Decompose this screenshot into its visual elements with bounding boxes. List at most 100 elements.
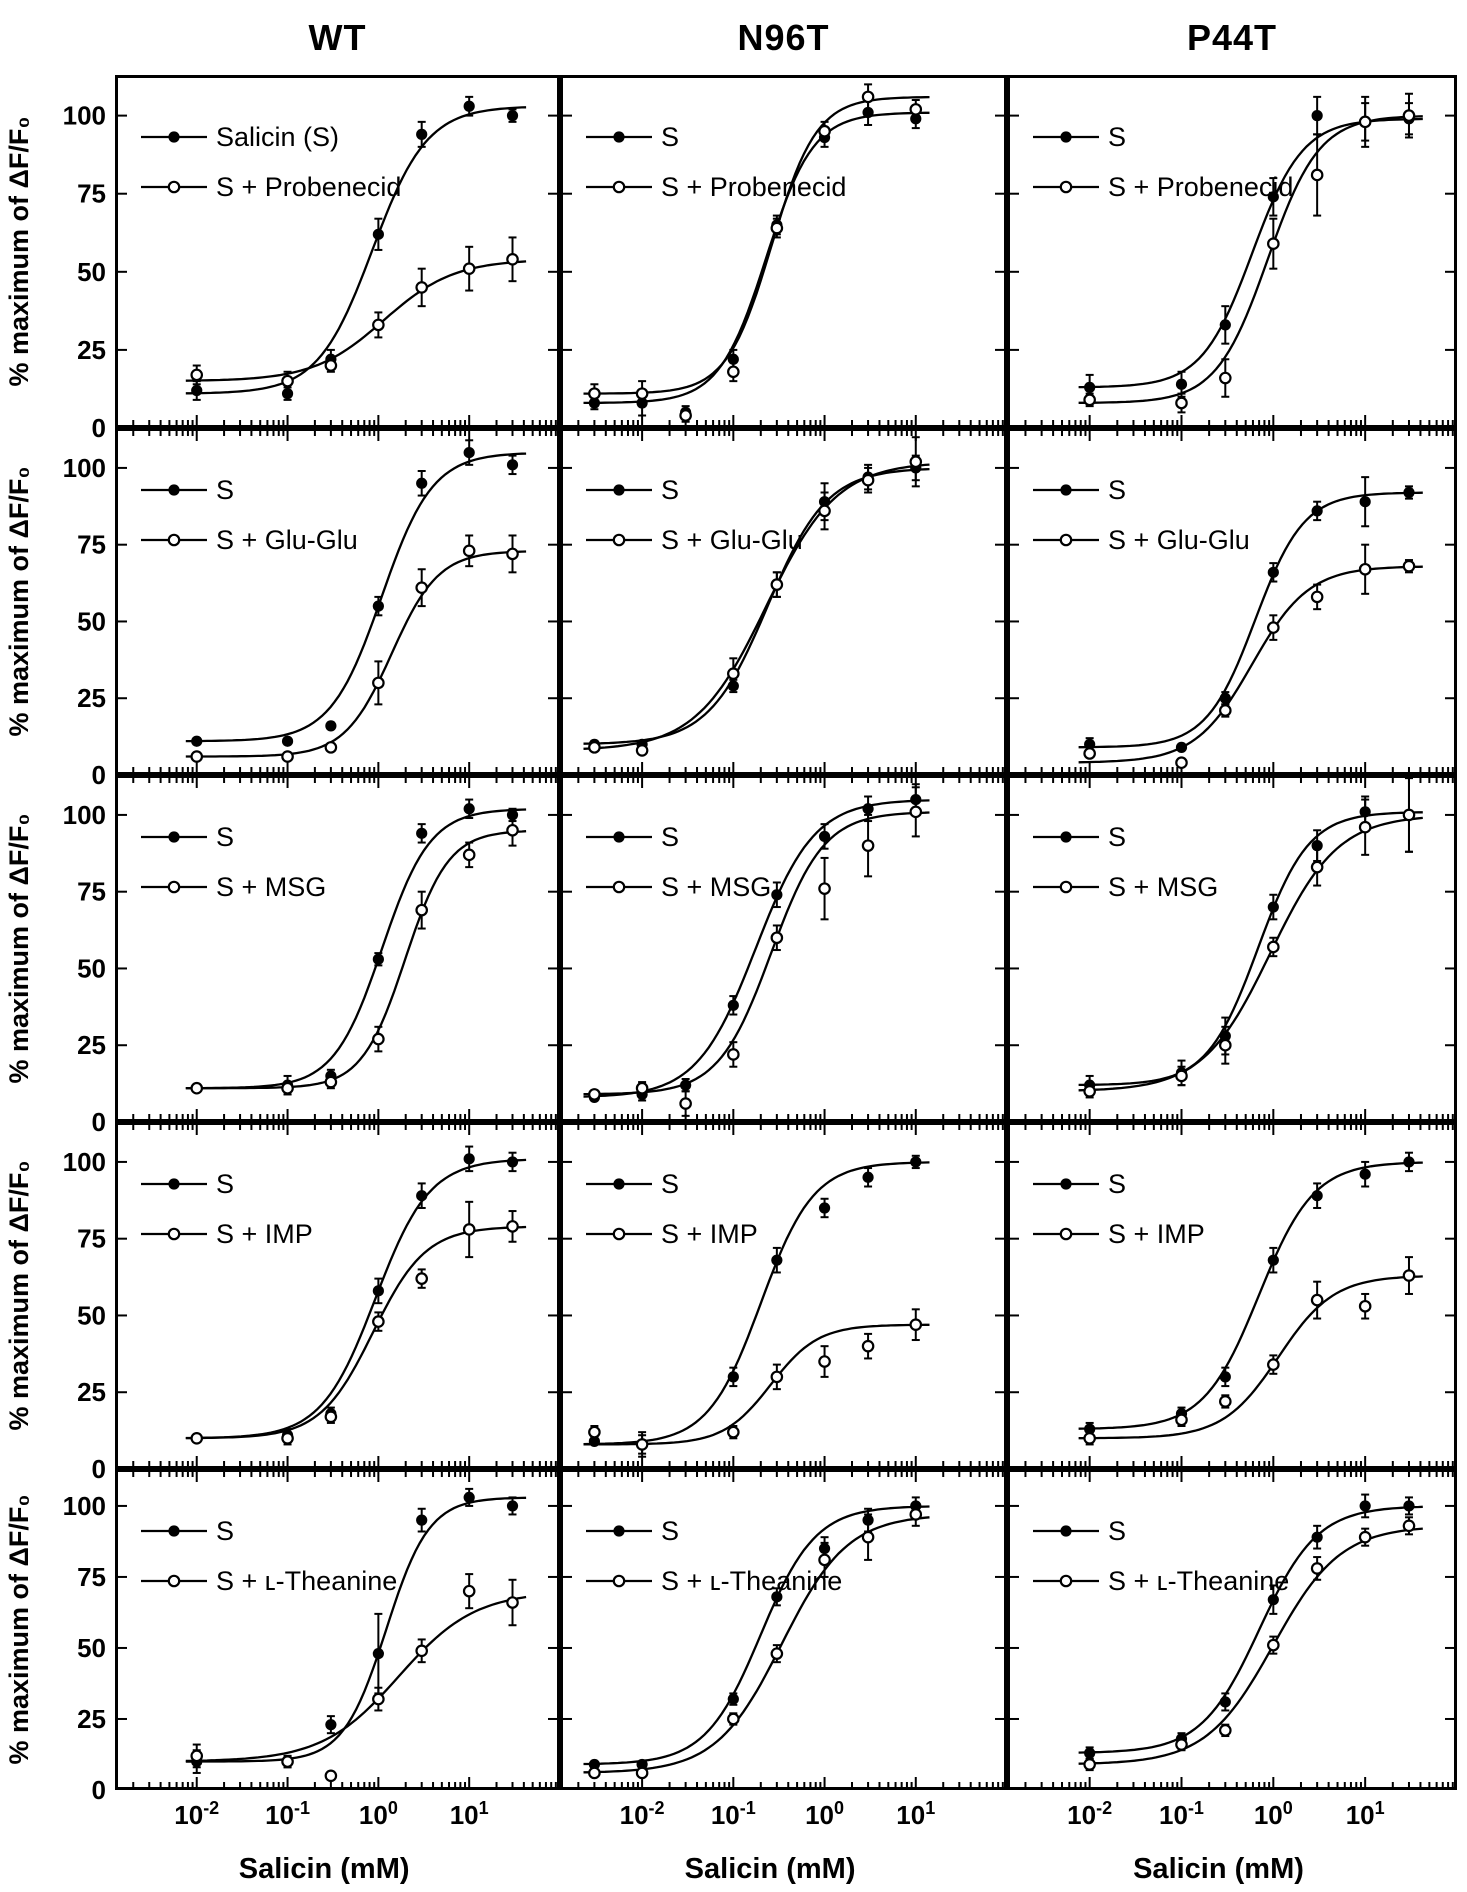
panel-frame <box>1007 1469 1457 1790</box>
open-circle-marker <box>1083 747 1096 760</box>
filled-circle-marker <box>910 113 922 125</box>
error-bars <box>1085 476 1413 767</box>
filled-circle-marker <box>1311 505 1323 517</box>
open-circle-marker <box>1402 1519 1416 1533</box>
filled-circle-marker <box>862 803 874 815</box>
legend-label: Salicin (S) <box>216 122 339 152</box>
x-ticks <box>577 415 1004 426</box>
legend: S S + IMP <box>586 1169 758 1249</box>
open-circle-marker <box>861 1530 875 1544</box>
data-points-salicin <box>588 462 922 750</box>
data-points-modifier <box>190 544 519 763</box>
legend: S S + Glu-Glu <box>1033 475 1250 555</box>
fit-curve-modifier <box>185 830 527 1090</box>
x-ticks <box>1024 1124 1454 1467</box>
filled-circle-marker <box>1219 319 1231 331</box>
open-circle-marker <box>1310 168 1324 182</box>
x-ticks <box>577 1471 1004 1788</box>
legend-open-circle-marker <box>612 1227 626 1241</box>
y-tick-label: 0 <box>92 1775 106 1805</box>
filled-circle-marker <box>416 1514 428 1526</box>
legend-label: S <box>216 822 234 852</box>
data-points-modifier <box>588 1318 923 1451</box>
filled-circle-marker <box>588 397 601 409</box>
open-circle-marker <box>861 1339 875 1353</box>
legend: S S + ʟ-Theanine <box>586 1516 842 1596</box>
column-title-p44t: P44T <box>1186 16 1278 58</box>
legend-filled-circle-marker <box>613 831 625 843</box>
legend-label: S + Glu-Glu <box>1108 525 1250 555</box>
y-ticks <box>1009 1504 1455 1789</box>
open-circle-marker <box>1267 1638 1280 1652</box>
open-circle-marker <box>190 750 204 763</box>
legend-open-circle-marker <box>1059 180 1073 194</box>
legend-label: S <box>1108 475 1126 505</box>
y-ticks <box>117 114 558 427</box>
y-tick-label: 100 <box>63 1147 106 1177</box>
y-tick-label: 50 <box>77 1300 106 1330</box>
filled-circle-marker <box>1084 738 1096 750</box>
open-circle-marker <box>190 1431 204 1445</box>
legend-open-circle-marker <box>1059 880 1073 894</box>
open-circle-marker <box>506 823 519 837</box>
data-points-modifier <box>588 805 923 1110</box>
y-ticks <box>562 114 1005 427</box>
filled-circle-marker <box>1359 1168 1371 1180</box>
legend: Salicin (S) S + Probenecid <box>141 122 401 202</box>
filled-circle-marker <box>416 128 428 140</box>
x-tick-label: 10-2 <box>620 1798 665 1830</box>
x-axis-title: Salicin (mM) <box>1133 1853 1304 1885</box>
open-circle-marker <box>1175 396 1188 410</box>
filled-circle-marker <box>506 110 519 122</box>
data-points-salicin <box>191 446 519 747</box>
legend-label: S + MSG <box>216 872 326 902</box>
filled-circle-marker <box>910 793 922 806</box>
open-circle-marker <box>1358 1530 1372 1544</box>
open-circle-marker <box>679 1097 692 1110</box>
y-axis-title: % maximum of ΔF/F₀ <box>4 1160 34 1430</box>
fit-curve-modifier <box>583 95 930 395</box>
panel-n96t-imp: S S + IMP <box>560 1122 1007 1469</box>
error-bars <box>192 1145 517 1446</box>
legend-label: S + Glu-Glu <box>661 525 803 555</box>
panel-wt-msg: S S + MSG <box>115 775 560 1122</box>
panel-n96t-msg: S S + MSG <box>560 775 1007 1122</box>
filled-circle-marker <box>727 1693 739 1705</box>
legend: S S + MSG <box>141 822 326 902</box>
data-points-modifier <box>190 253 519 388</box>
filled-circle-marker <box>910 1500 922 1512</box>
y-tick-label: 75 <box>77 1562 106 1592</box>
filled-circle-marker <box>1311 1531 1323 1543</box>
fit-curve-salicin <box>1078 811 1423 1087</box>
data-points-modifier <box>588 455 923 757</box>
y-ticks <box>1009 1160 1455 1468</box>
panel-frame <box>560 1122 1007 1469</box>
open-circle-marker <box>1219 371 1232 385</box>
legend-filled-circle-marker <box>613 131 625 143</box>
footer-spacer <box>0 1790 115 1892</box>
data-points-modifier <box>1083 1269 1416 1445</box>
open-circle-marker <box>635 1438 649 1451</box>
filled-circle-marker <box>325 720 337 732</box>
error-bars <box>590 83 920 423</box>
open-circle-marker <box>818 1553 831 1567</box>
open-circle-marker <box>190 368 204 382</box>
x-ticks <box>132 430 557 773</box>
open-circle-marker <box>281 1431 294 1445</box>
panel-frame <box>1007 75 1457 428</box>
open-circle-marker <box>1402 109 1416 122</box>
panel-frame <box>115 428 560 775</box>
filled-circle-marker <box>191 384 203 397</box>
filled-circle-marker <box>588 1758 601 1771</box>
open-circle-marker <box>324 359 338 372</box>
open-circle-marker <box>1219 1724 1232 1737</box>
x-ticks <box>1024 415 1454 426</box>
legend: S S + MSG <box>586 822 771 902</box>
filled-circle-marker <box>1084 1423 1096 1435</box>
open-circle-marker <box>415 903 428 917</box>
filled-circle-marker <box>1267 1254 1279 1266</box>
open-circle-marker <box>415 1644 428 1658</box>
panel-wt-imp: S S + IMP <box>115 1122 560 1469</box>
legend-label: S <box>216 475 234 505</box>
x-ticks <box>132 1471 557 1788</box>
